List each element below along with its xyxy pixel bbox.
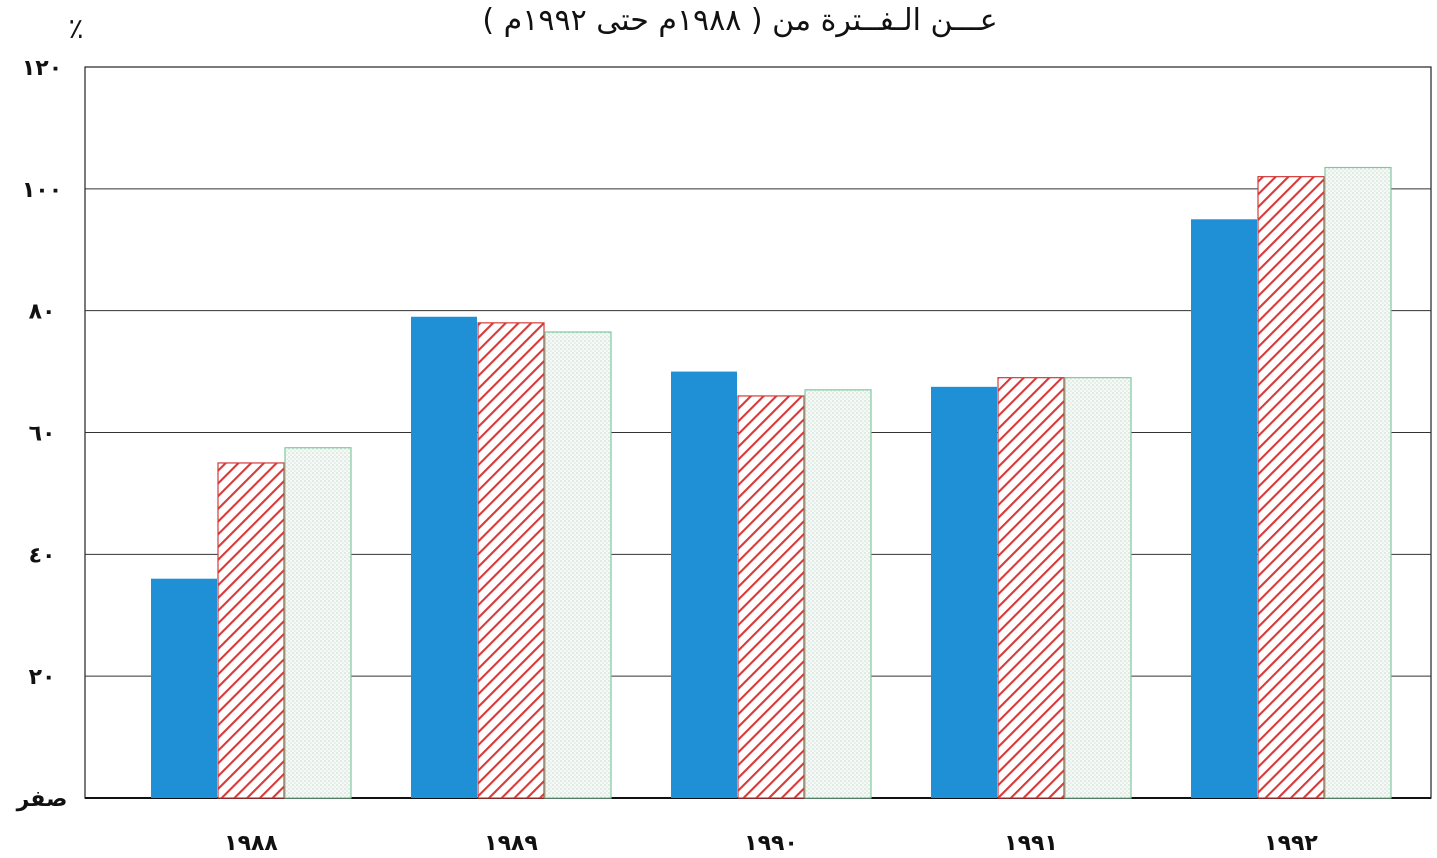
chart-title: عـــن الـفــترة من ( ١٩٨٨م حتى ١٩٩٢م ) <box>482 3 997 38</box>
x-tick-label: ١٩٩٢ <box>1264 831 1318 856</box>
x-tick-label: ١٩٩١ <box>1004 831 1058 856</box>
y-tick-label: ٨٠ <box>29 300 56 325</box>
bar-3-1 <box>284 447 352 799</box>
y-tick-label: ٢٠ <box>29 665 56 690</box>
x-tick-label: ١٩٨٩ <box>484 831 538 856</box>
y-axis-ticks: صفر ٢٠ ٤٠ ٦٠ ٨٠ ١٠٠ ١٢٠ <box>16 56 68 812</box>
bars <box>151 166 1392 799</box>
bar-2-2 <box>477 322 545 799</box>
bar-1-3 <box>671 371 737 798</box>
y-tick-label: ١٠٠ <box>22 178 62 203</box>
x-axis-ticks: ١٩٨٨ ١٩٨٩ ١٩٩٠ ١٩٩١ ١٩٩٢ <box>224 831 1318 856</box>
y-unit-label: ٪ <box>68 12 83 45</box>
y-tick-label: صفر <box>16 787 68 812</box>
bar-3-5 <box>1324 166 1392 799</box>
bar-2-3 <box>737 395 805 799</box>
x-tick-label: ١٩٩٠ <box>744 831 798 856</box>
bar-2-1 <box>217 462 285 799</box>
bar-1-5 <box>1191 219 1257 798</box>
bar-3-4 <box>1064 377 1132 799</box>
bar-2-5 <box>1257 176 1325 799</box>
bar-1-1 <box>151 578 217 798</box>
y-tick-label: ١٢٠ <box>22 56 62 81</box>
bar-3-2 <box>544 331 612 799</box>
bar-2-4 <box>997 377 1065 799</box>
y-tick-label: ٦٠ <box>29 422 56 447</box>
bar-1-2 <box>411 316 477 798</box>
bar-3-3 <box>804 389 872 799</box>
bar-1-4 <box>931 386 997 798</box>
x-tick-label: ١٩٨٨ <box>224 831 278 856</box>
y-tick-label: ٤٠ <box>29 543 56 568</box>
